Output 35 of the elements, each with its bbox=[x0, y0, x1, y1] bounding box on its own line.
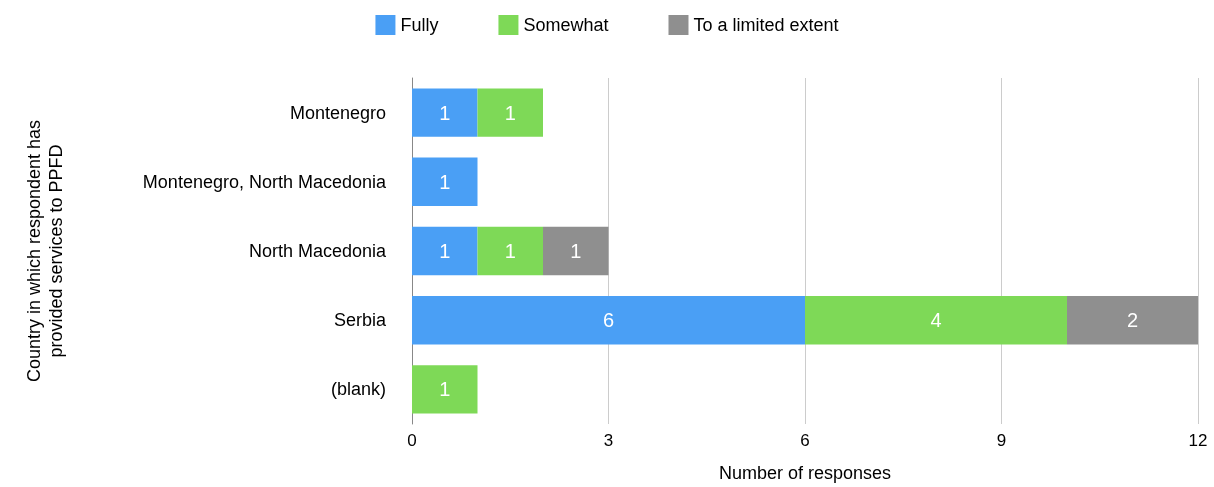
data-label: 4 bbox=[930, 309, 942, 332]
bar bbox=[543, 226, 609, 276]
bar bbox=[477, 226, 543, 276]
x-tick-label: 3 bbox=[603, 431, 614, 450]
x-tick-label: 9 bbox=[996, 431, 1007, 450]
y-tick-label: (blank) bbox=[330, 379, 386, 400]
data-label: 1 bbox=[504, 101, 516, 124]
data-label: 1 bbox=[439, 240, 451, 262]
data-label: 1 bbox=[439, 378, 451, 401]
legend-label: To a limited extent bbox=[693, 15, 839, 35]
bar bbox=[412, 226, 478, 276]
bar bbox=[412, 295, 805, 345]
data-label: 1 bbox=[439, 101, 451, 124]
data-label: 6 bbox=[602, 309, 615, 332]
bar bbox=[412, 365, 478, 414]
bar bbox=[477, 88, 543, 137]
bar bbox=[805, 295, 1067, 345]
legend-label: Somewhat bbox=[523, 15, 609, 35]
bar bbox=[1067, 295, 1198, 345]
bar bbox=[412, 157, 478, 207]
y-tick-label: North Macedonia bbox=[248, 241, 387, 261]
y-tick-label: Montenegro, North Macedonia bbox=[142, 171, 387, 192]
y-axis-title: Country in which respondent has provided services to PPFD bbox=[24, 119, 66, 383]
x-axis-title: Number of responses bbox=[718, 463, 892, 483]
legend-label: Fully bbox=[400, 15, 439, 35]
data-label: 1 bbox=[504, 240, 516, 262]
data-label: 1 bbox=[570, 240, 582, 262]
x-tick-label: 0 bbox=[407, 431, 417, 450]
x-tick-label: 12 bbox=[1188, 431, 1208, 450]
data-label: 2 bbox=[1126, 309, 1139, 332]
bar bbox=[412, 88, 478, 137]
y-tick-label: Serbia bbox=[333, 310, 387, 331]
x-tick-label: 6 bbox=[800, 431, 810, 450]
data-label: 1 bbox=[439, 170, 451, 193]
y-tick-label: Montenegro bbox=[289, 102, 386, 123]
